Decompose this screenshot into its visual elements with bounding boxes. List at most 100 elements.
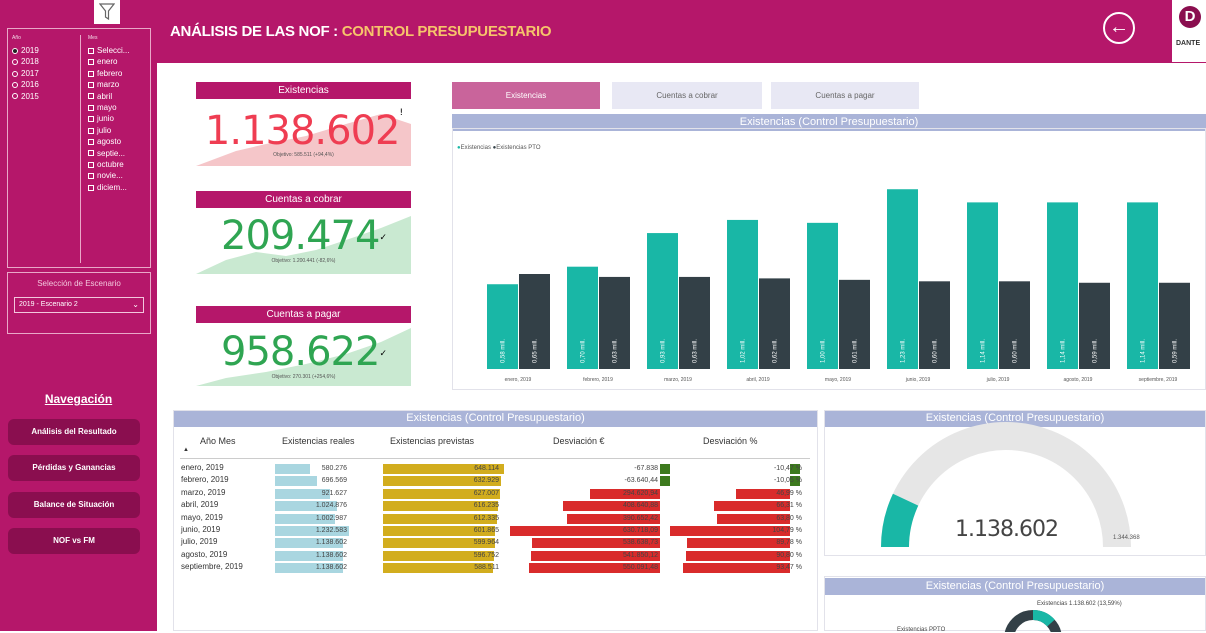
year-option-label: 2015 — [21, 91, 39, 101]
bar-desviacion-eur — [660, 464, 670, 474]
bar-previstas — [383, 501, 499, 512]
year-option[interactable]: 2017 — [12, 68, 39, 79]
checkbox-icon — [88, 139, 94, 146]
bar-existencias[interactable] — [1047, 202, 1078, 369]
bar-existencias-pto[interactable] — [919, 281, 950, 369]
bar-existencias-pto[interactable] — [599, 276, 630, 369]
bar-real — [275, 526, 349, 536]
checkbox-icon — [88, 116, 94, 123]
kpi-value-pagar: 958.622✓ — [196, 329, 411, 375]
kpi-status-mark: ✓ — [379, 233, 386, 243]
kpi-objective-existencias: Objetivo: 585.511 (+94,4%) — [273, 152, 334, 158]
chart-legend: ●Existencias ●Existencias PTO — [457, 145, 541, 151]
kpi-number: 1.138.602 — [204, 108, 401, 154]
kpi-title-pagar: Cuentas a pagar — [196, 306, 411, 323]
cell-existencias-previstas: 627.007 — [473, 489, 499, 497]
cell-desviacion-eur: 294.620,94 — [622, 489, 658, 497]
month-option[interactable]: agosto — [88, 136, 129, 147]
slicer-divider — [80, 35, 81, 263]
cell-existencias-reales: 1.138.602 — [315, 564, 347, 572]
cell-desviacion-pct: 93,47 % — [776, 564, 802, 572]
bar-existencias-pto[interactable] — [839, 279, 870, 369]
cell-existencias-previstas: 599.964 — [473, 539, 499, 547]
scenario-title: Selección de Escenario — [37, 279, 121, 288]
radio-icon — [12, 47, 18, 54]
bar-existencias-pto[interactable] — [1159, 282, 1190, 369]
bar-existencias[interactable] — [887, 189, 918, 369]
legend-dot-icon: ● — [457, 145, 461, 151]
bar-data-label: 0,61 mill. — [853, 339, 859, 363]
month-option[interactable]: Selecci... — [88, 45, 129, 56]
header-desviacion-pct[interactable]: Desviación % — [703, 436, 758, 446]
bar-existencias[interactable] — [1127, 202, 1158, 369]
funnel-icon[interactable] — [94, 0, 120, 24]
bar-existencias[interactable] — [727, 219, 758, 369]
nav-button-balance-situacion[interactable]: Balance de Situación — [8, 492, 140, 518]
month-option-label: agosto — [97, 137, 122, 147]
gauge-value: 1.138.602 — [955, 517, 1059, 542]
month-option[interactable]: septie... — [88, 148, 129, 159]
nav-button-analisis-resultado[interactable]: Análisis del Resultado — [8, 419, 140, 445]
year-option[interactable]: 2016 — [12, 79, 39, 90]
month-option[interactable]: marzo — [88, 79, 129, 90]
checkbox-icon — [88, 70, 94, 77]
month-option-label: marzo — [97, 80, 120, 90]
month-option[interactable]: enero — [88, 56, 129, 67]
bar-existencias-pto[interactable] — [999, 281, 1030, 369]
scenario-value: 2019 - Escenario 2 — [19, 301, 78, 308]
tab-existencias[interactable]: Existencias — [452, 82, 600, 109]
kpi-area-existencias — [196, 114, 411, 166]
month-option[interactable]: novie... — [88, 170, 129, 181]
legend-label-existencias: Existencias — [460, 145, 491, 151]
bar-desviacion-pct — [686, 550, 790, 561]
header-ano-mes[interactable]: Año Mes — [200, 436, 236, 446]
chart-title: Existencias (Control Presupuestario) — [452, 114, 1206, 131]
bar-desviacion-eur — [529, 563, 660, 574]
bar-existencias[interactable] — [967, 202, 998, 369]
x-tick-label: mayo, 2019 — [825, 377, 851, 383]
year-option[interactable]: 2015 — [12, 91, 39, 102]
month-option[interactable]: febrero — [88, 68, 129, 79]
legend-dot-icon: ● — [492, 145, 497, 151]
year-option[interactable]: 2019 — [12, 45, 39, 56]
year-option[interactable]: 2018 — [12, 56, 39, 67]
tab-cuentas-pagar[interactable]: Cuentas a pagar — [771, 82, 919, 109]
month-option[interactable]: julio — [88, 125, 129, 136]
arrow-left-circle-icon[interactable]: ← — [1103, 12, 1135, 44]
bar-real — [275, 513, 336, 524]
cell-existencias-reales: 1.138.602 — [315, 539, 347, 547]
bar-existencias[interactable] — [567, 266, 598, 369]
table-row-label: abril, 2019 — [181, 500, 219, 510]
table-row-label: julio, 2019 — [181, 537, 218, 547]
nav-button-nof-vs-fm[interactable]: NOF vs FM — [8, 528, 140, 554]
month-option[interactable]: octubre — [88, 159, 129, 170]
month-option[interactable]: diciem... — [88, 182, 129, 193]
bar-existencias-pto[interactable] — [1079, 282, 1110, 369]
bar-existencias[interactable] — [647, 233, 678, 369]
bar-existencias[interactable] — [487, 284, 518, 369]
kpi-number: 209.474 — [221, 213, 380, 259]
header-existencias-reales[interactable]: Existencias reales — [282, 436, 355, 446]
bar-desviacion-eur — [562, 501, 660, 512]
table-row-label: agosto, 2019 — [181, 549, 228, 559]
bar-existencias-pto[interactable] — [519, 274, 550, 369]
month-option[interactable]: junio — [88, 113, 129, 124]
table-title: Existencias (Control Presupuestario) — [173, 410, 818, 427]
cell-existencias-previstas: 601.865 — [473, 527, 499, 534]
month-option[interactable]: abril — [88, 91, 129, 102]
scenario-dropdown[interactable]: 2019 - Escenario 2 ⌄ — [14, 297, 144, 313]
kpi-status-mark: ! — [399, 108, 403, 118]
header-existencias-previstas[interactable]: Existencias previstas — [390, 436, 475, 446]
tab-cuentas-cobrar[interactable]: Cuentas a cobrar — [612, 82, 762, 109]
bar-existencias-pto[interactable] — [759, 278, 790, 369]
month-option[interactable]: mayo — [88, 102, 129, 113]
bar-existencias[interactable] — [807, 222, 838, 369]
chevron-down-icon: ⌄ — [132, 300, 139, 309]
bar-existencias-pto[interactable] — [679, 276, 710, 369]
cell-existencias-reales: 1.002.987 — [315, 514, 347, 522]
logo-text: DANTE — [1176, 40, 1201, 47]
sort-up-icon[interactable]: ▲ — [183, 447, 189, 453]
radio-icon — [12, 93, 18, 100]
header-desviacion-eur[interactable]: Desviación € — [553, 436, 605, 446]
nav-button-perdidas-ganancias[interactable]: Pérdidas y Ganancias — [8, 455, 140, 481]
